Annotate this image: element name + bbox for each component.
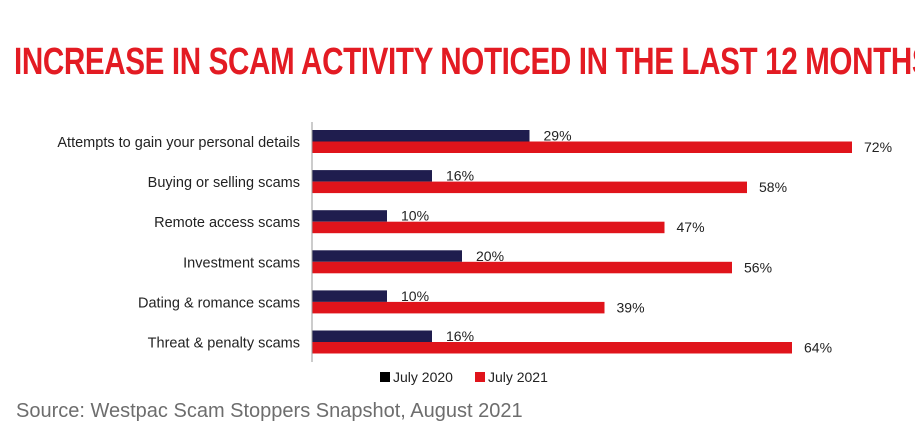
- data-label-threat-penalty-scams-july-2021: 64%: [804, 340, 832, 356]
- legend-label-july-2020: July 2020: [393, 369, 453, 385]
- data-label-remote-access-scams-july-2020: 10%: [401, 208, 429, 224]
- category-label-attempts-to-gain-your-personal-details: Attempts to gain your personal details: [57, 135, 300, 151]
- bar-dating-romance-scams-july-2020: [312, 290, 387, 302]
- data-label-dating-romance-scams-july-2021: 39%: [617, 299, 645, 315]
- bar-investment-scams-july-2020: [312, 250, 462, 262]
- data-label-investment-scams-july-2021: 56%: [744, 259, 772, 275]
- bar-threat-penalty-scams-july-2021: [312, 342, 792, 354]
- category-label-threat-penalty-scams: Threat & penalty scams: [148, 336, 300, 352]
- data-label-buying-or-selling-scams-july-2020: 16%: [446, 168, 474, 184]
- legend-item-july-2020: July 2020: [380, 369, 453, 385]
- bar-investment-scams-july-2021: [312, 261, 732, 274]
- category-label-remote-access-scams: Remote access scams: [154, 215, 300, 231]
- bar-buying-or-selling-scams-july-2021: [312, 181, 747, 194]
- bar-remote-access-scams-july-2021: [312, 221, 665, 234]
- data-label-attempts-to-gain-your-personal-details-july-2021: 72%: [864, 139, 892, 155]
- data-label-threat-penalty-scams-july-2020: 16%: [446, 328, 474, 344]
- data-label-remote-access-scams-july-2021: 47%: [677, 219, 705, 235]
- legend-swatch-july-2020: [380, 372, 390, 382]
- data-label-dating-romance-scams-july-2020: 10%: [401, 288, 429, 304]
- bar-attempts-to-gain-your-personal-details-july-2021: [312, 141, 852, 153]
- source-note: Source: Westpac Scam Stoppers Snapshot, …: [16, 400, 523, 422]
- labels-group: Attempts to gain your personal details 29…: [57, 128, 892, 356]
- category-label-dating-romance-scams: Dating & romance scams: [138, 295, 300, 311]
- bar-dating-romance-scams-july-2021: [312, 301, 605, 314]
- legend-item-july-2021: July 2021: [474, 369, 548, 385]
- data-label-buying-or-selling-scams-july-2021: 58%: [759, 179, 787, 195]
- bar-remote-access-scams-july-2020: [312, 210, 387, 222]
- legend: July 2020 July 2021: [380, 369, 548, 385]
- category-label-investment-scams: Investment scams: [183, 255, 300, 271]
- data-label-attempts-to-gain-your-personal-details-july-2020: 29%: [544, 128, 572, 144]
- category-label-buying-or-selling-scams: Buying or selling scams: [148, 175, 300, 191]
- bar-buying-or-selling-scams-july-2020: [312, 170, 432, 182]
- bar-attempts-to-gain-your-personal-details-july-2020: [312, 130, 530, 142]
- legend-label-july-2021: July 2021: [487, 369, 548, 385]
- legend-swatch-july-2021: [474, 372, 485, 382]
- bars-group: [312, 130, 852, 354]
- data-label-investment-scams-july-2020: 20%: [476, 248, 504, 264]
- bar-threat-penalty-scams-july-2020: [312, 330, 432, 342]
